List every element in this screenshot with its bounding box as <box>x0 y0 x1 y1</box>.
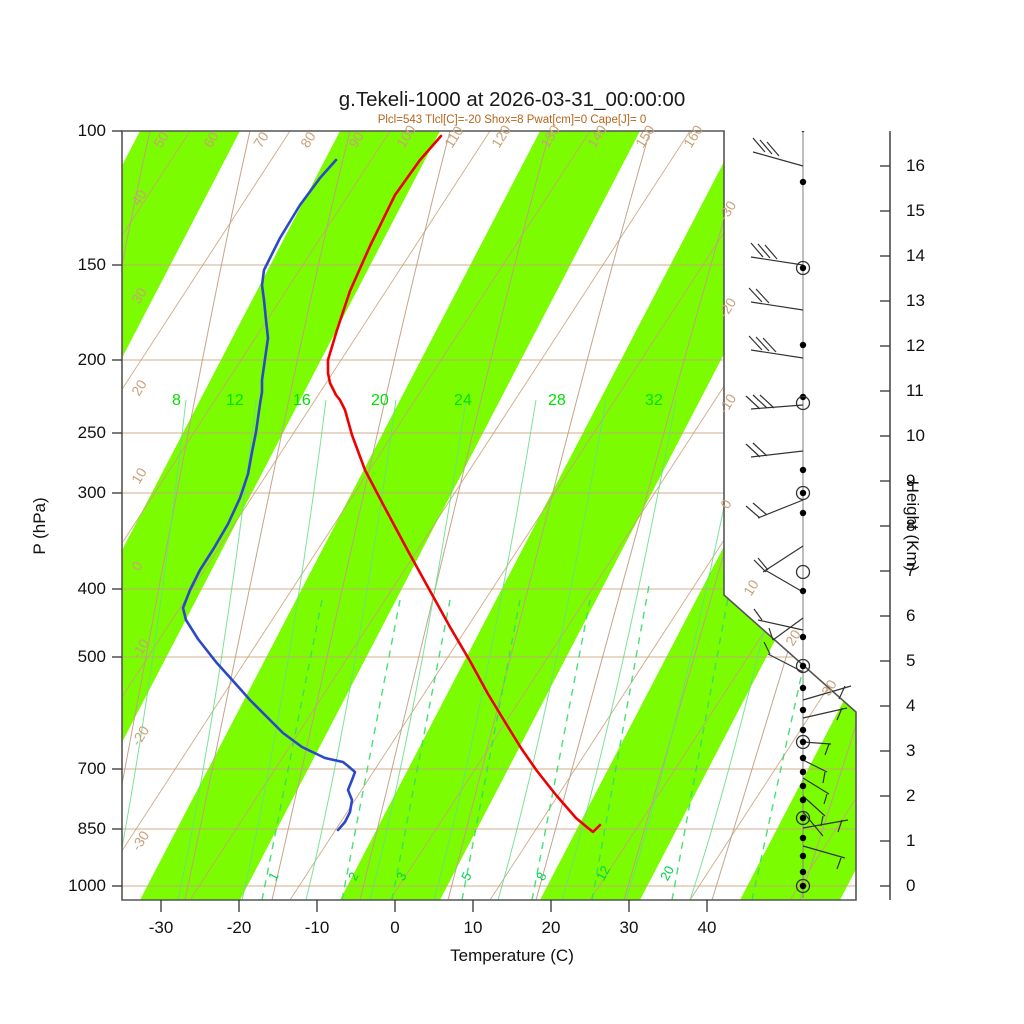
height-tick-label: 1 <box>906 831 916 850</box>
temperature-tick-label: 20 <box>541 918 561 937</box>
height-tick-label: 6 <box>906 606 916 625</box>
pressure-tick-label: 200 <box>77 350 106 369</box>
moist-adiabat-label: 20 <box>371 392 389 409</box>
pressure-tick-label: 300 <box>77 483 106 502</box>
wind-barbs <box>745 131 852 870</box>
pressure-tick-label: 100 <box>77 121 106 140</box>
sounding-parameters: Plcl=543 Tlcl[C]=-20 Shox=8 Pwat[cm]=0 C… <box>377 114 647 126</box>
temperature-tick-label: 30 <box>619 918 639 937</box>
moist-adiabat-label: 8 <box>172 392 181 409</box>
height-tick-label: 10 <box>906 426 925 445</box>
moist-adiabat-label: 28 <box>548 392 566 409</box>
temperature-tick-label: -20 <box>226 918 252 937</box>
pressure-tick-label: 250 <box>77 423 106 442</box>
moist-adiabat-label: 16 <box>293 392 311 409</box>
x-axis-label: Temperature (C) <box>450 946 574 965</box>
moist-adiabat-label: 32 <box>645 392 663 409</box>
page-title: g.Tekeli-1000 at 2026-03-31_00:00:00 <box>338 88 686 111</box>
pressure-tick-label: 500 <box>77 647 106 666</box>
height-tick-label: 14 <box>906 246 925 265</box>
wind-level-markers <box>795 178 811 894</box>
height-tick-label: 11 <box>906 381 924 400</box>
temperature-tick-label: 10 <box>463 918 483 937</box>
pressure-tick-label: 400 <box>77 579 106 598</box>
temperature-tick-label: 40 <box>697 918 717 937</box>
mixing-ratio-lines <box>261 559 819 900</box>
pressure-ticks <box>112 130 122 887</box>
height-ticks <box>880 165 890 887</box>
height-tick-label: 5 <box>906 651 916 670</box>
temperature-tick-label: -30 <box>148 918 174 937</box>
pressure-tick-label: 700 <box>77 759 106 778</box>
pressure-tick-label: 1000 <box>68 876 106 895</box>
dewpoint-profile <box>181 158 357 832</box>
height-tick-label: 13 <box>906 291 925 310</box>
height-tick-label: 4 <box>906 696 916 715</box>
height-tick-label: 16 <box>906 156 925 175</box>
pressure-tick-label: 850 <box>77 819 106 838</box>
temperature-profile <box>326 134 602 834</box>
temperature-tick-label: 0 <box>390 918 400 937</box>
temperature-ticks <box>160 900 708 912</box>
height-tick-label: 15 <box>906 201 925 220</box>
height-tick-label: 8 <box>906 516 916 535</box>
temperature-tick-label: -10 <box>304 918 330 937</box>
pressure-tick-label: 150 <box>77 255 106 274</box>
height-tick-label: 12 <box>906 336 925 355</box>
height-tick-label: 2 <box>906 786 916 805</box>
plot-frame <box>121 130 857 901</box>
moist-adiabat-label: 12 <box>226 392 244 409</box>
height-tick-label: 9 <box>906 471 916 490</box>
moist-adiabat-label: 24 <box>454 392 472 409</box>
wind-barb-column <box>745 131 852 898</box>
moist-adiabat-lines <box>122 399 817 900</box>
height-tick-label: 3 <box>906 741 916 760</box>
height-tick-label: 7 <box>906 561 916 580</box>
height-tick-label: 0 <box>906 876 916 895</box>
